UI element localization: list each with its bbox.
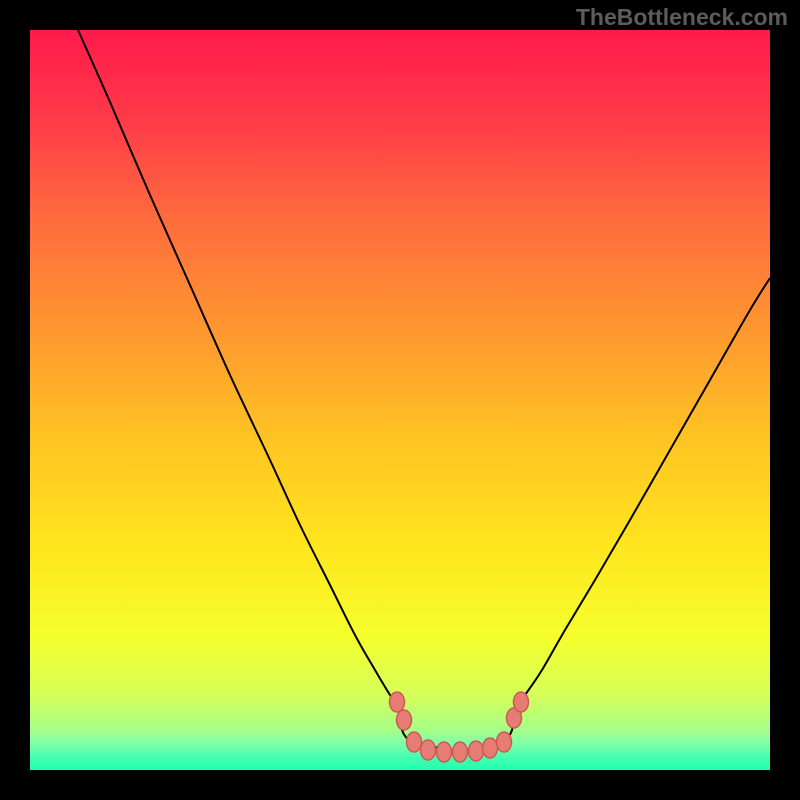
data-marker xyxy=(397,710,412,730)
data-marker xyxy=(483,738,498,758)
data-marker xyxy=(514,692,529,712)
plot-area xyxy=(30,30,770,770)
data-marker xyxy=(407,732,422,752)
chart-frame: TheBottleneck.com xyxy=(0,0,800,800)
data-marker xyxy=(469,741,484,761)
data-marker xyxy=(390,692,405,712)
data-marker xyxy=(421,740,436,760)
plot-svg xyxy=(30,30,770,770)
data-marker xyxy=(497,732,512,752)
data-marker xyxy=(453,742,468,762)
gradient-background xyxy=(30,30,770,770)
watermark-text: TheBottleneck.com xyxy=(576,4,788,31)
data-marker xyxy=(437,742,452,762)
